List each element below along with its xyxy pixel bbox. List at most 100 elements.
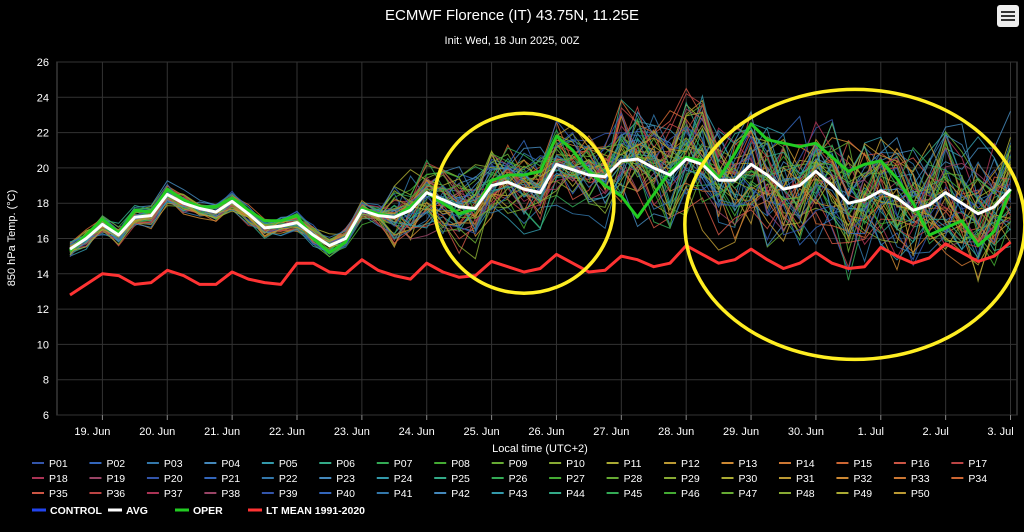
legend-item-p41[interactable]: P41: [394, 488, 413, 500]
legend-item-p32[interactable]: P32: [853, 473, 872, 485]
y-axis-label: 850 hPa Temp. (°C): [6, 190, 18, 287]
legend-item-p26[interactable]: P26: [509, 473, 528, 485]
series-line-p50: [69, 124, 1011, 257]
legend-item-p39[interactable]: P39: [279, 488, 298, 500]
legend-item-p07[interactable]: P07: [394, 458, 413, 470]
legend-item-p20[interactable]: P20: [164, 473, 183, 485]
legend-item-oper[interactable]: OPER: [193, 505, 223, 517]
legend-item-p24[interactable]: P24: [394, 473, 413, 485]
chart-title: ECMWF Florence (IT) 43.75N, 11.25E: [385, 7, 639, 24]
legend-item-p34[interactable]: P34: [968, 473, 987, 485]
y-tick-label: 26: [37, 57, 49, 69]
legend-item-p10[interactable]: P10: [566, 458, 585, 470]
legend-item-p08[interactable]: P08: [451, 458, 470, 470]
y-tick-label: 10: [37, 339, 49, 351]
x-tick-label: 23. Jun: [334, 426, 370, 438]
legend-item-control[interactable]: CONTROL: [50, 505, 102, 517]
legend-item-p02[interactable]: P02: [106, 458, 125, 470]
x-tick-label: 21. Jun: [204, 426, 240, 438]
chart-grid: [56, 61, 1018, 416]
ensemble-members: [69, 87, 1011, 284]
legend-item-p36[interactable]: P36: [106, 488, 125, 500]
x-tick-label: 30. Jun: [788, 426, 824, 438]
annotations: [432, 87, 1024, 362]
legend-item-p42[interactable]: P42: [451, 488, 470, 500]
legend-item-p21[interactable]: P21: [221, 473, 240, 485]
legend-item-lt-mean-1991-2020[interactable]: LT MEAN 1991-2020: [266, 505, 365, 517]
legend-item-p35[interactable]: P35: [49, 488, 68, 500]
legend-item-p16[interactable]: P16: [911, 458, 930, 470]
legend-item-p09[interactable]: P09: [509, 458, 528, 470]
legend-item-p19[interactable]: P19: [106, 473, 125, 485]
series-line-oper: [68, 122, 1012, 255]
series-line-avg: [69, 157, 1012, 251]
axes: 6 8 10 12 14 16 18 20 22 24 26 19. Jun 20. Jun 21. Ju…: [37, 57, 1014, 438]
legend-item-p06[interactable]: P06: [336, 458, 355, 470]
legend-item-p45[interactable]: P45: [624, 488, 643, 500]
legend-item-p23[interactable]: P23: [336, 473, 355, 485]
legend-item-p12[interactable]: P12: [681, 458, 700, 470]
legend-item-p40[interactable]: P40: [336, 488, 355, 500]
highlight-circle: [432, 111, 616, 295]
y-tick-label: 8: [43, 375, 49, 387]
x-tick-label: 26. Jun: [528, 426, 564, 438]
legend-item-p47[interactable]: P47: [739, 488, 758, 500]
legend-item-p14[interactable]: P14: [796, 458, 815, 470]
main-series: [68, 122, 1012, 297]
legend[interactable]: P01 P02 P03 P04 P05 P06 P07 P08 P09 P10 P11 P12 P13 P…: [32, 458, 987, 517]
legend-item-p37[interactable]: P37: [164, 488, 183, 500]
legend-item-p29[interactable]: P29: [681, 473, 700, 485]
x-tick-label: 22. Jun: [269, 426, 305, 438]
legend-item-p01[interactable]: P01: [49, 458, 68, 470]
legend-item-p44[interactable]: P44: [566, 488, 585, 500]
legend-item-p15[interactable]: P15: [853, 458, 872, 470]
legend-item-p38[interactable]: P38: [221, 488, 240, 500]
y-tick-label: 6: [43, 410, 49, 422]
series-line-p43: [69, 122, 1011, 261]
legend-item-p46[interactable]: P46: [681, 488, 700, 500]
x-tick-label: 1. Jul: [858, 426, 884, 438]
series-line-p25: [69, 101, 1011, 255]
legend-item-p50[interactable]: P50: [911, 488, 930, 500]
y-tick-label: 12: [37, 304, 49, 316]
legend-item-p04[interactable]: P04: [221, 458, 240, 470]
x-tick-label: 28. Jun: [658, 426, 694, 438]
legend-item-p11[interactable]: P11: [624, 458, 642, 470]
series-line-p37: [69, 108, 1011, 250]
x-tick-label: 20. Jun: [139, 426, 175, 438]
x-tick-label: 25. Jun: [464, 426, 500, 438]
x-tick-label: 19. Jun: [74, 426, 110, 438]
x-axis-label: Local time (UTC+2): [492, 443, 588, 455]
legend-item-p22[interactable]: P22: [279, 473, 298, 485]
legend-item-avg[interactable]: AVG: [126, 505, 148, 517]
chart-subtitle: Init: Wed, 18 Jun 2025, 00Z: [445, 35, 580, 47]
legend-item-p03[interactable]: P03: [164, 458, 183, 470]
series-line-lt-mean-1991-2020: [69, 240, 1012, 297]
legend-item-p49[interactable]: P49: [853, 488, 872, 500]
legend-item-p13[interactable]: P13: [739, 458, 758, 470]
legend-item-p30[interactable]: P30: [739, 473, 758, 485]
legend-item-p17[interactable]: P17: [968, 458, 987, 470]
x-tick-label: 29. Jun: [723, 426, 759, 438]
x-tick-label: 24. Jun: [399, 426, 435, 438]
legend-item-p28[interactable]: P28: [624, 473, 643, 485]
legend-item-p48[interactable]: P48: [796, 488, 815, 500]
legend-item-p25[interactable]: P25: [451, 473, 470, 485]
menu-icon[interactable]: [997, 5, 1019, 27]
legend-item-p43[interactable]: P43: [509, 488, 528, 500]
y-tick-label: 14: [37, 269, 49, 281]
legend-item-p05[interactable]: P05: [279, 458, 298, 470]
legend-item-p18[interactable]: P18: [49, 473, 68, 485]
y-tick-label: 22: [37, 128, 49, 140]
y-tick-label: 18: [37, 198, 49, 210]
legend-item-p31[interactable]: P31: [796, 473, 815, 485]
x-tick-label: 3. Jul: [987, 426, 1013, 438]
y-tick-label: 24: [37, 92, 49, 104]
legend-item-p33[interactable]: P33: [911, 473, 930, 485]
legend-item-p27[interactable]: P27: [566, 473, 585, 485]
highlight-ellipse: [683, 87, 1024, 362]
x-tick-label: 27. Jun: [593, 426, 629, 438]
y-tick-label: 16: [37, 234, 49, 246]
x-tick-label: 2. Jul: [923, 426, 949, 438]
